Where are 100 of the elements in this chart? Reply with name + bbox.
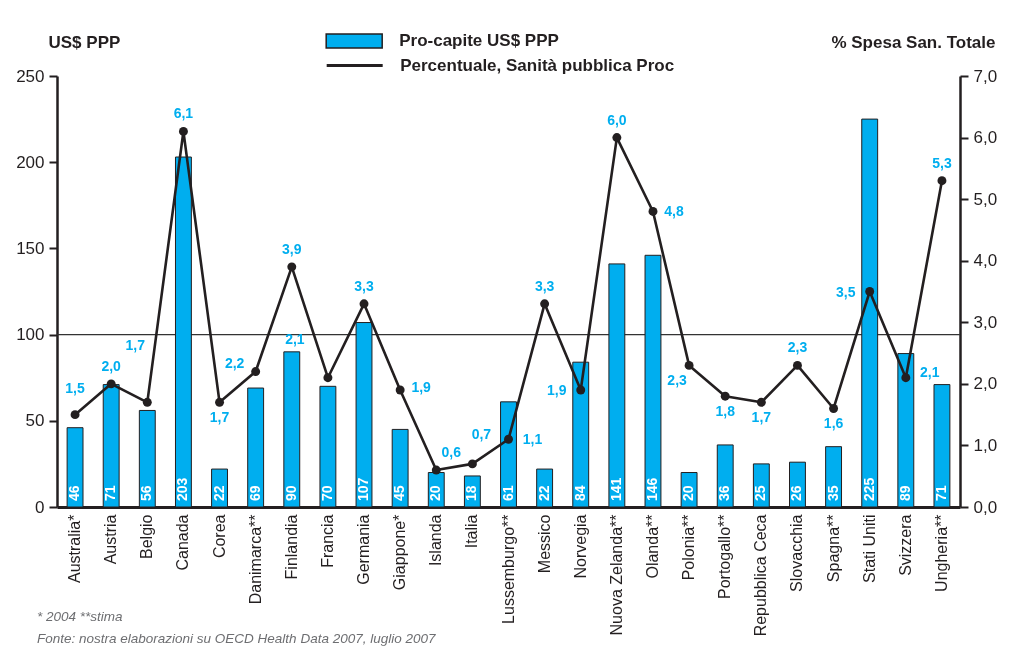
point xyxy=(323,373,333,383)
point xyxy=(215,397,225,407)
y-tick-label: 200 xyxy=(16,152,45,172)
x-tick-label: Francia xyxy=(318,514,336,568)
data-label: 22 xyxy=(210,485,227,501)
data-label: 2,1 xyxy=(920,363,940,380)
point xyxy=(829,404,839,413)
point xyxy=(359,299,369,309)
y2-tick-label: 2,0 xyxy=(973,374,998,394)
data-label: 56 xyxy=(138,485,155,501)
x-tick-label: Nuova Zelanda** xyxy=(607,514,625,636)
data-label: 71 xyxy=(102,485,119,501)
data-label: 25 xyxy=(752,485,769,501)
data-label: 3,9 xyxy=(282,240,302,257)
source-note: Fonte: nostra elaborazioni su OECD Health Data 2007, luglio 2007 xyxy=(37,631,436,646)
data-label: 2,2 xyxy=(224,354,245,371)
point xyxy=(720,391,730,401)
data-label: 1,5 xyxy=(65,379,85,396)
point xyxy=(684,360,694,370)
point xyxy=(648,206,658,216)
x-tick-label: Australia* xyxy=(66,514,84,583)
x-tick-label: Messico xyxy=(535,514,553,574)
point xyxy=(431,465,441,475)
x-tick-label: Stati Uniti xyxy=(860,514,878,583)
x-tick-label: Polonia** xyxy=(680,514,698,581)
data-label: 26 xyxy=(788,485,805,501)
data-label: 20 xyxy=(680,485,697,501)
data-label: 71 xyxy=(932,485,949,501)
data-label: 3,5 xyxy=(835,283,856,300)
x-tick-label: Italia xyxy=(463,514,481,549)
y-axis-title: US$ PPP xyxy=(48,32,121,52)
y2-tick-label: 1,0 xyxy=(973,435,998,455)
x-tick-label: Svizzera xyxy=(896,514,914,576)
point xyxy=(504,434,513,444)
point xyxy=(756,397,766,407)
x-tick-label: Corea xyxy=(210,514,228,559)
y2-axis-title: % Spesa San. Totale xyxy=(831,32,996,52)
y-tick-label: 100 xyxy=(16,325,45,345)
point xyxy=(901,373,911,383)
point xyxy=(612,133,622,143)
y-tick-label: 50 xyxy=(25,411,45,431)
point xyxy=(395,385,405,395)
data-label: 20 xyxy=(427,485,444,501)
y2-tick-label: 4,0 xyxy=(973,251,998,271)
data-label: 0,7 xyxy=(471,425,492,442)
point xyxy=(142,397,152,407)
x-tick-label: Slovacchia xyxy=(788,514,806,592)
data-label: 0,6 xyxy=(441,444,462,461)
data-label: 89 xyxy=(896,485,913,501)
y2-tick-label: 0,0 xyxy=(973,497,998,517)
data-label: 1,1 xyxy=(522,431,543,448)
data-label: 107 xyxy=(355,477,372,501)
point xyxy=(792,360,802,370)
data-label: 1,7 xyxy=(209,409,230,426)
y2-tick-label: 3,0 xyxy=(973,312,998,332)
x-tick-label: Ungheria** xyxy=(932,514,950,592)
data-label: 203 xyxy=(174,477,191,501)
data-label: 5,3 xyxy=(932,154,952,171)
legend-label: Percentuale, Sanità pubblica Proc xyxy=(400,55,675,75)
data-label: 1,9 xyxy=(547,382,567,399)
data-label: 225 xyxy=(860,477,877,501)
data-label: 3,3 xyxy=(354,277,374,294)
x-tick-label: Islanda xyxy=(427,514,445,567)
data-label: 6,1 xyxy=(173,105,194,122)
data-label: 141 xyxy=(607,477,624,501)
data-label: 22 xyxy=(535,485,552,501)
x-tick-label: Danimarca** xyxy=(246,514,264,605)
data-label: 6,0 xyxy=(607,111,627,128)
data-label: 1,9 xyxy=(411,379,432,396)
data-label: 84 xyxy=(571,485,588,501)
data-label: 1,6 xyxy=(823,415,844,432)
y-tick-label: 150 xyxy=(16,238,45,258)
data-label: 2,1 xyxy=(285,330,305,347)
y2-tick-label: 7,0 xyxy=(973,66,998,86)
data-label: 45 xyxy=(391,485,408,501)
x-tick-label: Finlandia xyxy=(282,514,300,580)
point xyxy=(865,287,875,296)
point xyxy=(937,176,947,186)
data-label: 146 xyxy=(643,477,660,501)
point xyxy=(178,126,188,136)
y2-tick-label: 5,0 xyxy=(973,189,998,209)
x-tick-label: Spagna** xyxy=(824,514,842,583)
data-label: 4,8 xyxy=(664,203,684,220)
data-label: 36 xyxy=(716,485,733,501)
x-tick-label: Repubblica Ceca xyxy=(752,514,770,637)
point xyxy=(106,379,116,389)
data-label: 70 xyxy=(318,485,335,501)
x-tick-label: Olanda** xyxy=(643,514,661,579)
data-label: 61 xyxy=(499,485,516,501)
x-tick-label: Austria xyxy=(102,514,120,565)
point xyxy=(467,459,477,469)
point xyxy=(251,367,261,377)
y2-tick-label: 6,0 xyxy=(973,128,998,148)
point xyxy=(540,299,550,309)
x-tick-label: Belgio xyxy=(138,514,156,559)
x-tick-label: Canada xyxy=(174,514,192,571)
x-tick-label: Norvegia xyxy=(571,514,589,579)
point xyxy=(70,410,80,420)
x-tick-label: Giappone* xyxy=(391,514,409,591)
data-label: 2,3 xyxy=(667,372,688,389)
